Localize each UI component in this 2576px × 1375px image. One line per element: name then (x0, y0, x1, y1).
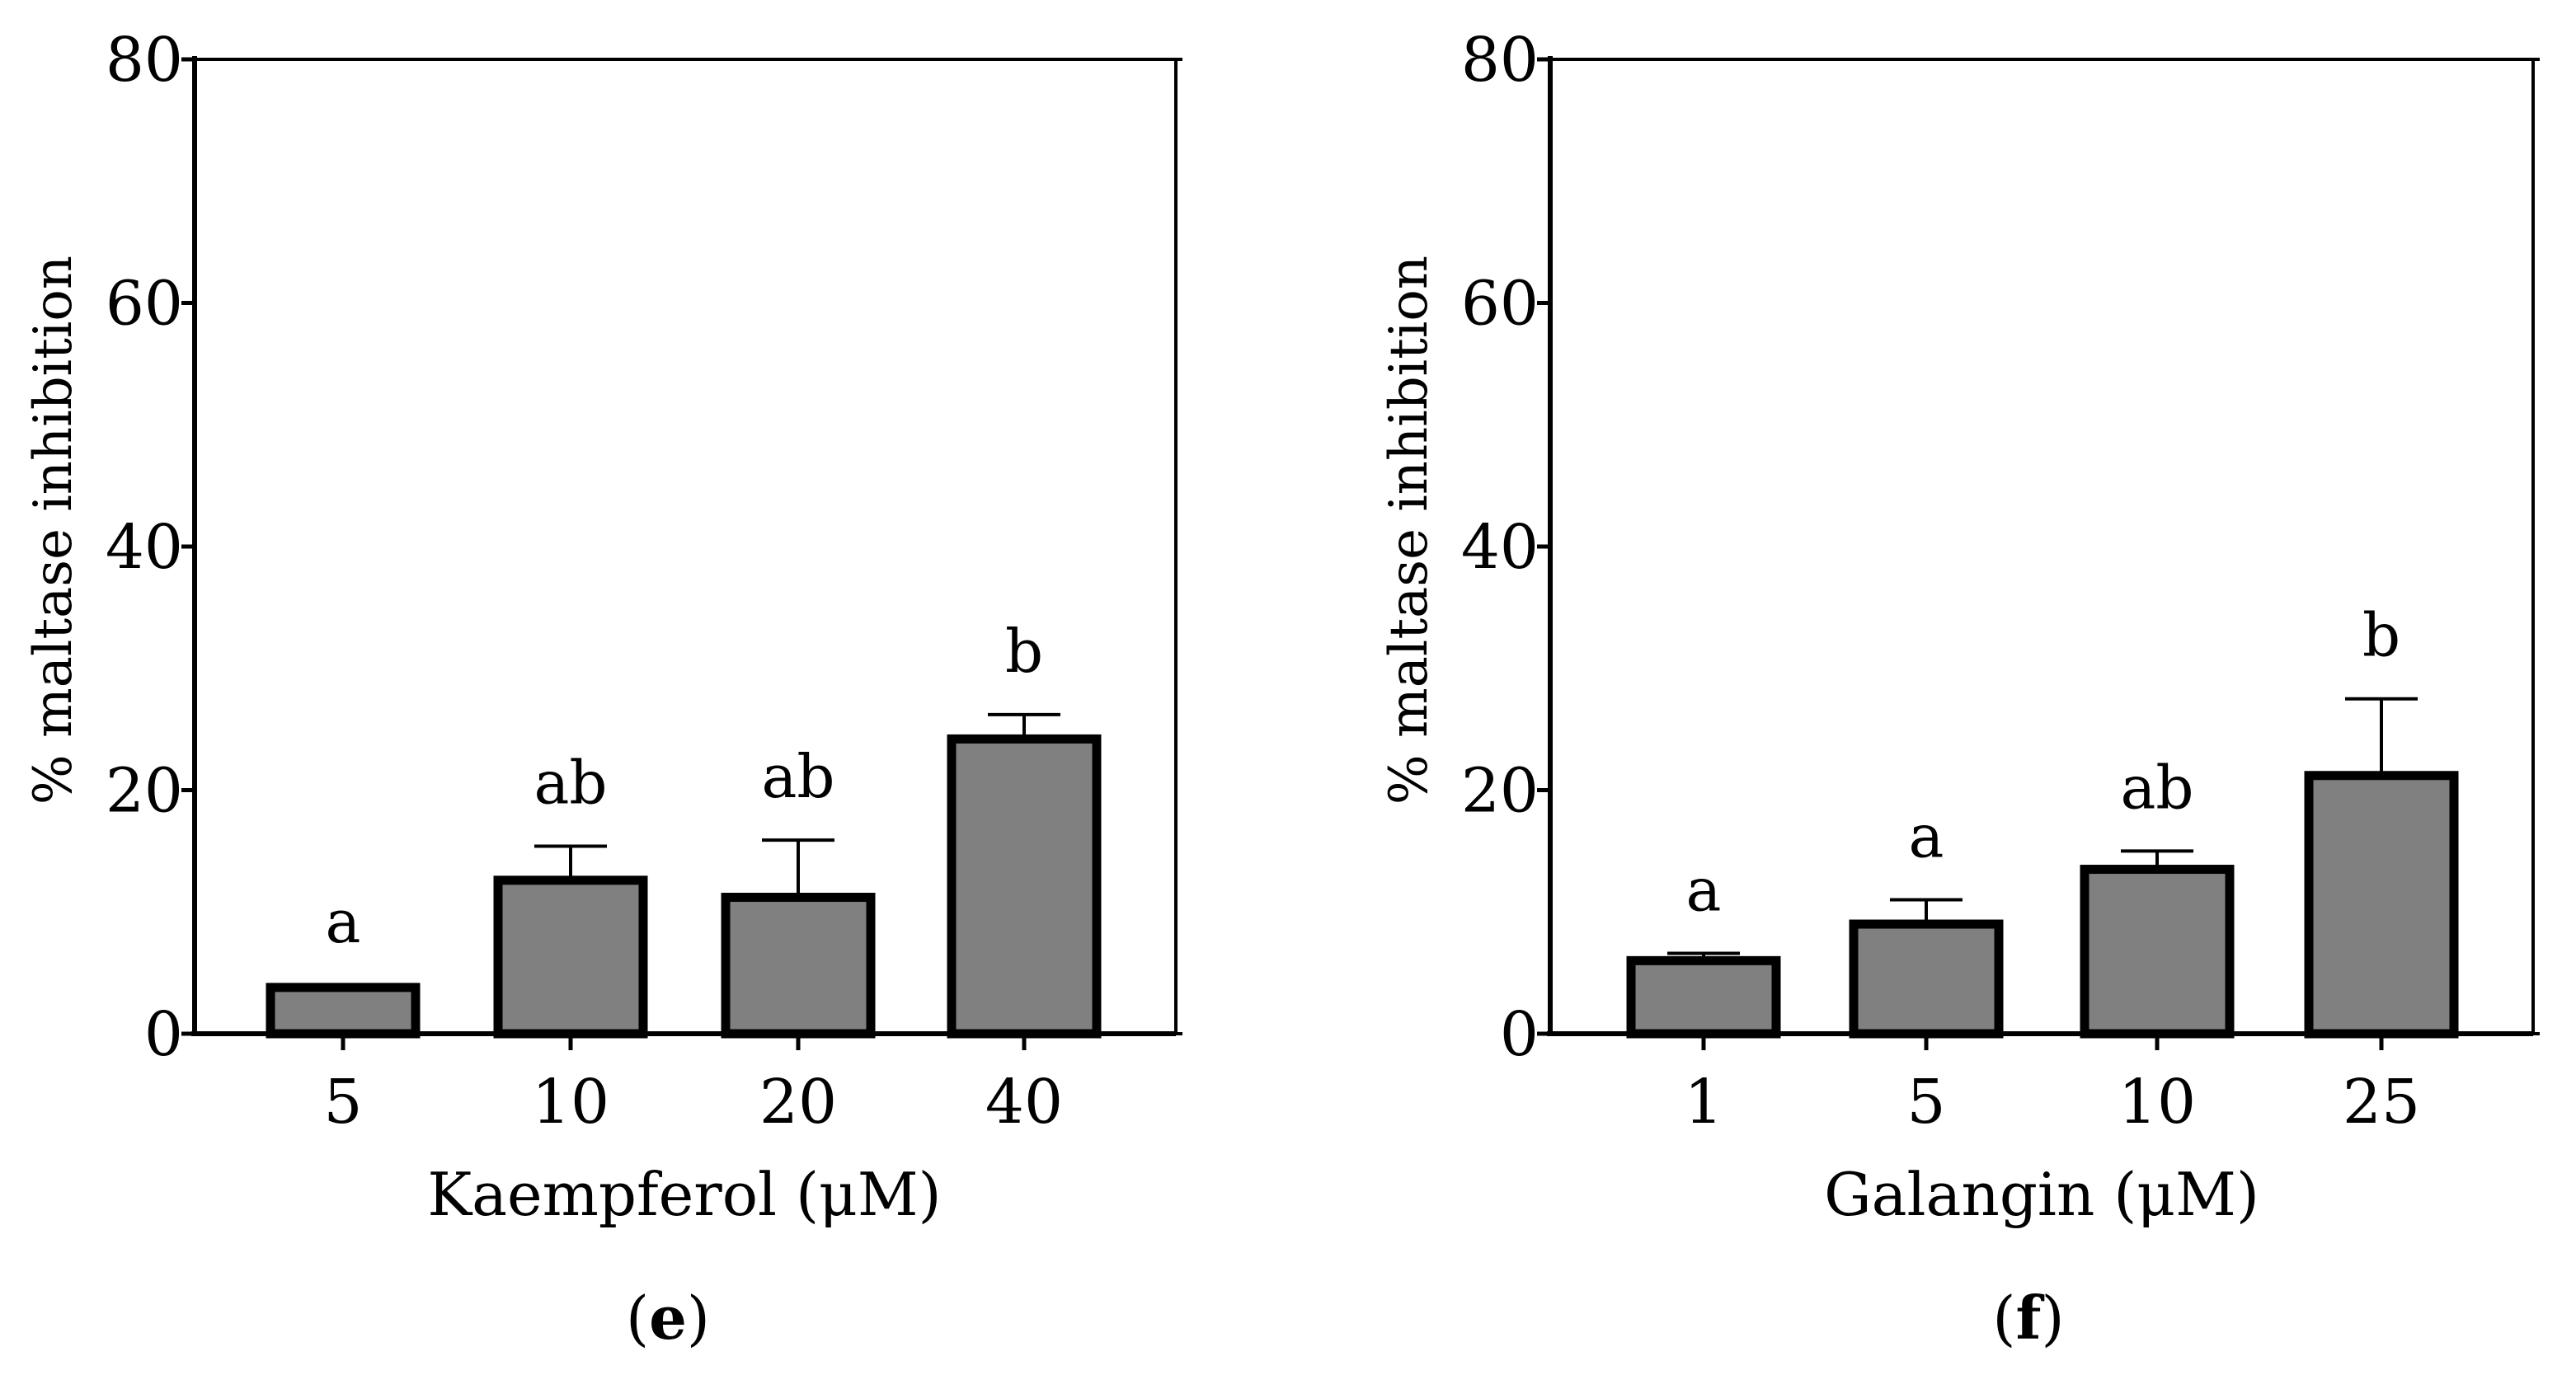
panel-e-tag: (e) (626, 1283, 710, 1353)
panel-e-xtick-label: 40 (985, 1067, 1063, 1138)
panel-f-ytick-label: 20 (1461, 756, 1539, 827)
panel-f-ylabel: % maltase inhibition (1379, 256, 1440, 805)
panel-f-significance-label: a (1686, 855, 1722, 924)
panel-f-xlabel: Galangin (μM) (1824, 1160, 2259, 1229)
panel-f-significance-label: b (2362, 601, 2400, 670)
panel-f-bar (1626, 955, 1781, 1039)
panel-f-xtick-label: 25 (2343, 1067, 2420, 1138)
panel-e-ylabel: % maltase inhibition (23, 256, 84, 805)
panel-e-ytick-label: 0 (144, 999, 183, 1070)
panel-f-ytick-label: 80 (1461, 25, 1539, 96)
panel-e-ytick-label: 20 (106, 756, 183, 827)
panel-f-xtick-label: 10 (2118, 1067, 2196, 1138)
panel-e-xtick-label: 10 (532, 1067, 609, 1138)
panel-e-xlabel: Kaempferol (μM) (427, 1160, 941, 1229)
panel-e-bar (493, 875, 648, 1039)
panel-f-tag: (f) (1992, 1283, 2064, 1353)
panel-f-ytick-label: 0 (1500, 999, 1539, 1070)
panel-e-ytick-label: 40 (106, 512, 183, 583)
panel-e-tag-letter: e (649, 1283, 687, 1353)
panel-f-ytick-label: 40 (1461, 512, 1539, 583)
panel-e-xtick-label: 20 (759, 1067, 837, 1138)
panel-f-significance-label: a (1909, 801, 1944, 871)
panel-e-significance-label: a (326, 887, 361, 956)
panel-f-significance-label: ab (2120, 753, 2193, 822)
panel-e-bar (721, 893, 876, 1039)
panel-f-xtick-label: 5 (1906, 1067, 1945, 1138)
panel-f-tag-letter: f (2016, 1283, 2045, 1353)
panel-e-ytick-label: 80 (106, 25, 183, 96)
panel-f-bar (1849, 919, 2004, 1039)
panel-f-ytick-label: 60 (1461, 269, 1539, 340)
panel-e-xtick-label: 5 (323, 1067, 362, 1138)
panel-e-significance-label: ab (534, 748, 607, 817)
panel-e-ytick-label: 60 (106, 269, 183, 340)
panel-f-xtick-label: 1 (1684, 1067, 1723, 1138)
panel-f-bar (2304, 771, 2459, 1039)
panel-f-bar (2080, 865, 2235, 1039)
panel-e-bar (266, 983, 421, 1039)
panel-e-significance-label: ab (761, 742, 834, 811)
panel-e-significance-label: b (1005, 617, 1043, 686)
panel-e-bar (947, 734, 1102, 1039)
